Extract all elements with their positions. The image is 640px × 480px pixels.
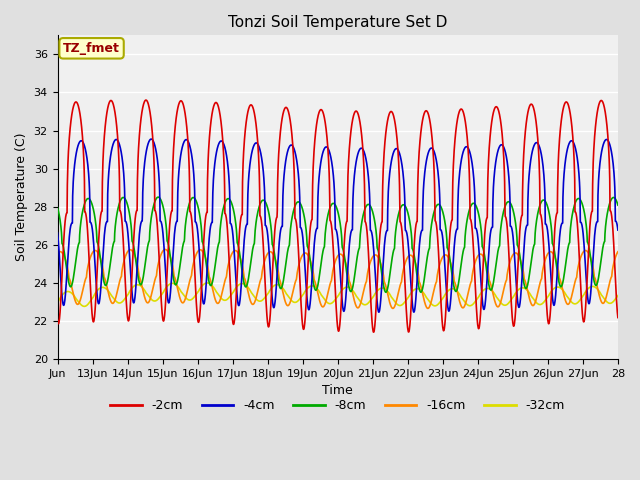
Text: TZ_fmet: TZ_fmet: [63, 42, 120, 55]
Y-axis label: Soil Temperature (C): Soil Temperature (C): [15, 133, 28, 262]
Title: Tonzi Soil Temperature Set D: Tonzi Soil Temperature Set D: [228, 15, 447, 30]
Legend: -2cm, -4cm, -8cm, -16cm, -32cm: -2cm, -4cm, -8cm, -16cm, -32cm: [106, 395, 570, 418]
X-axis label: Time: Time: [323, 384, 353, 397]
